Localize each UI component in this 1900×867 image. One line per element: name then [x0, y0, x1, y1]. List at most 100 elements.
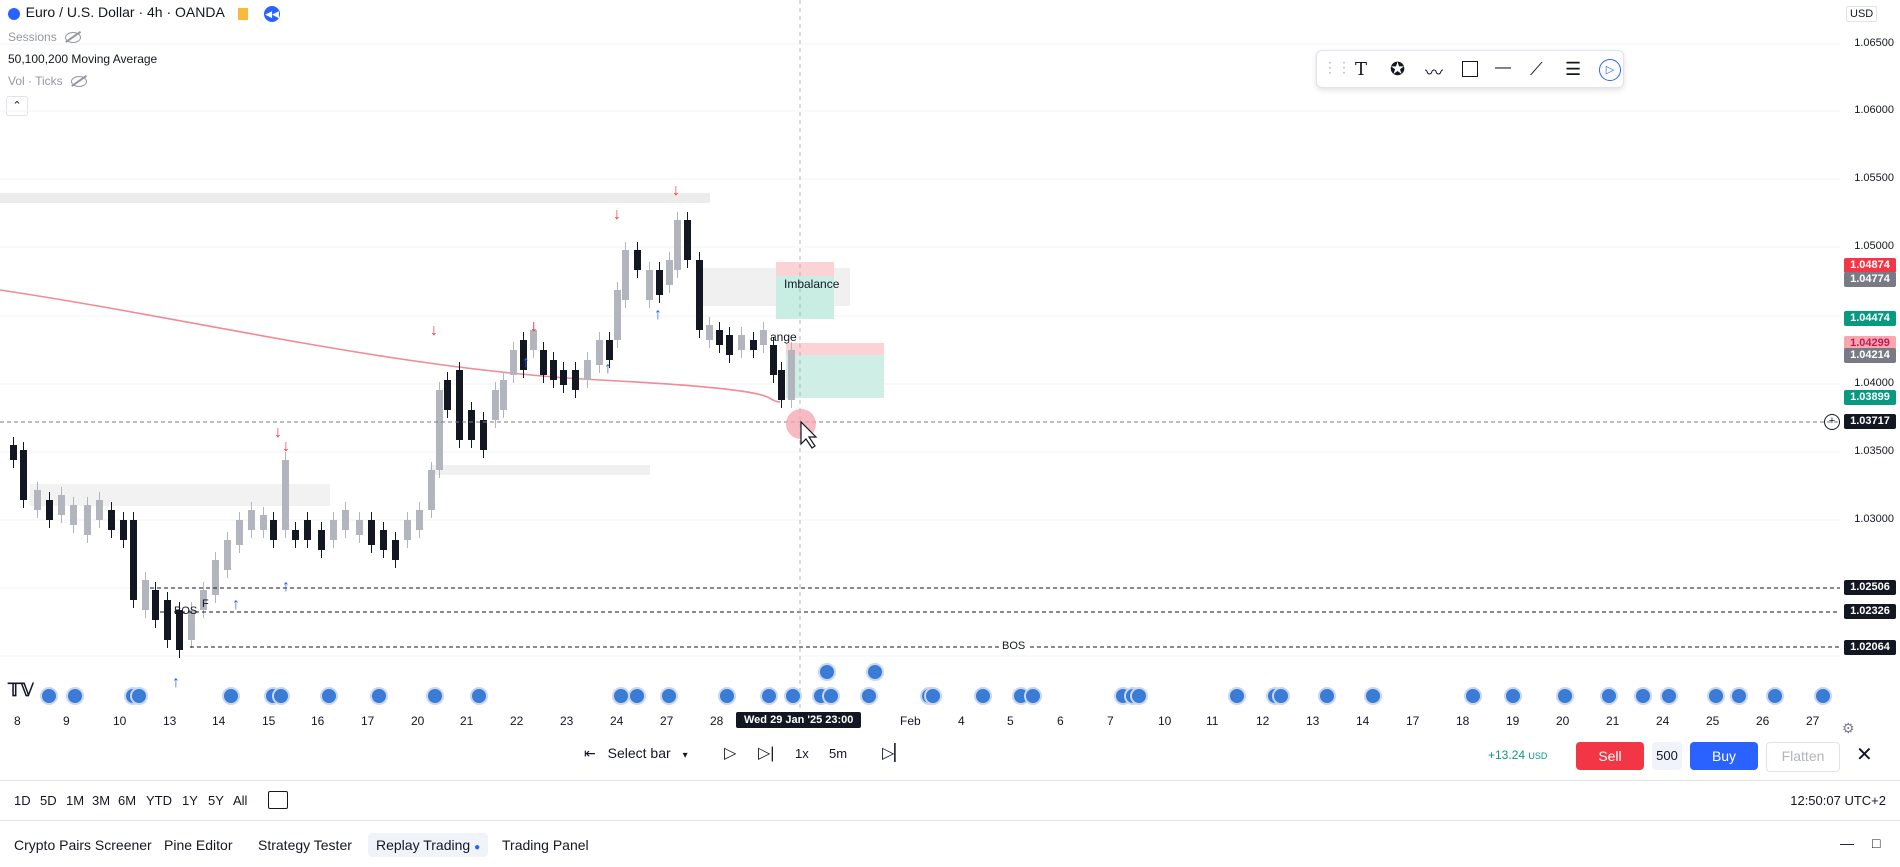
range-all[interactable]: All — [233, 793, 248, 808]
play-icon[interactable]: ▷ — [724, 745, 737, 762]
event-flag-icon[interactable] — [320, 687, 338, 705]
buy-button[interactable]: Buy — [1690, 742, 1758, 770]
range-ytd[interactable]: YTD — [146, 793, 172, 808]
maximize-icon[interactable]: □ — [1872, 835, 1881, 851]
quantity-input[interactable]: 500 — [1652, 742, 1682, 770]
event-flag-icon[interactable] — [130, 687, 148, 705]
currency-selector[interactable]: USD — [1846, 6, 1878, 22]
time-tick: 14 — [1356, 714, 1370, 728]
event-flag-icon[interactable] — [1024, 687, 1042, 705]
event-flag-icon[interactable] — [1707, 687, 1725, 705]
range-1m[interactable]: 1M — [66, 793, 85, 808]
path-icon[interactable]: 〰 — [1425, 63, 1443, 83]
step-forward-icon[interactable]: ▷| — [758, 745, 775, 762]
event-flag-icon[interactable] — [272, 687, 290, 705]
tab-replay-trading-label: Replay Trading — [376, 837, 471, 853]
cursor-icon[interactable]: ▷ — [1599, 59, 1621, 81]
settings-gear-icon[interactable]: ⚙ — [1842, 720, 1855, 736]
minimize-icon[interactable]: — — [1840, 835, 1854, 851]
time-tick: 26 — [1756, 714, 1770, 728]
event-flag-icon[interactable] — [1464, 687, 1482, 705]
price-chart[interactable] — [0, 0, 1840, 710]
jump-to-realtime-icon[interactable]: ▷▏ — [882, 745, 907, 762]
price-tick: 1.04000 — [1854, 377, 1894, 389]
event-flag-icon[interactable] — [860, 687, 878, 705]
close-icon[interactable]: ✕ — [1856, 744, 1873, 766]
drag-handle-icon[interactable]: ⋮⋮ — [1323, 59, 1351, 75]
flatten-button[interactable]: Flatten — [1766, 742, 1840, 772]
event-flag-icon[interactable] — [924, 687, 942, 705]
hidden-eye-icon[interactable] — [70, 76, 87, 88]
horizontal-line-icon[interactable]: — — [1495, 59, 1511, 76]
symbol-legend[interactable]: Euro / U.S. Dollar · 4h · OANDA ◀◀ — [8, 4, 281, 22]
event-flag-icon[interactable] — [1318, 687, 1336, 705]
interval-button[interactable]: 5m — [829, 746, 848, 761]
event-flag-icon[interactable] — [1130, 687, 1148, 705]
event-flag-icon[interactable] — [1766, 687, 1784, 705]
moving-average-indicator[interactable]: 50,100,200 Moving Average — [8, 52, 157, 66]
volume-indicator[interactable]: Vol · Ticks — [8, 74, 87, 88]
event-flag-icon[interactable] — [784, 687, 802, 705]
sessions-indicator[interactable]: Sessions — [8, 30, 81, 44]
replay-badge-icon[interactable]: ◀◀ — [264, 5, 281, 22]
replay-toolbar: ⇤ Select bar ▾ ▷ ▷| 1x 5m ▷▏ +13.24 USD … — [0, 738, 1900, 774]
range-5y[interactable]: 5Y — [208, 793, 224, 808]
range-1d[interactable]: 1D — [14, 793, 31, 808]
event-flag-icon[interactable] — [718, 687, 736, 705]
event-flag-icon[interactable] — [222, 687, 240, 705]
event-flag-icon[interactable] — [66, 687, 84, 705]
speed-button[interactable]: 1x — [795, 746, 809, 761]
time-tick: 28 — [710, 714, 724, 728]
event-flag-icon[interactable] — [818, 663, 836, 681]
range-1y[interactable]: 1Y — [182, 793, 198, 808]
select-bar-button[interactable]: ⇤ Select bar ▾ — [584, 745, 688, 762]
tab-strategy-tester[interactable]: Strategy Tester — [258, 837, 352, 853]
range-6m[interactable]: 6M — [118, 793, 137, 808]
event-flag-icon[interactable] — [470, 687, 488, 705]
event-flag-icon[interactable] — [1634, 687, 1652, 705]
tab-crypto-pairs-screener[interactable]: Crypto Pairs Screener — [14, 837, 152, 853]
clock[interactable]: 12:50:07 UTC+2 — [1790, 793, 1886, 808]
time-tick: 11 — [1206, 714, 1219, 728]
tab-trading-panel[interactable]: Trading Panel — [502, 837, 589, 853]
event-flag-icon[interactable] — [628, 687, 646, 705]
event-flag-icon[interactable] — [822, 687, 840, 705]
event-flag-icon[interactable] — [974, 687, 992, 705]
emoji-icon[interactable]: ✪ — [1390, 59, 1406, 79]
tradingview-logo[interactable]: 𝕋𝕍 — [8, 680, 34, 700]
event-flag-icon[interactable] — [426, 687, 444, 705]
tab-pine-editor[interactable]: Pine Editor — [164, 837, 233, 853]
event-flag-icon[interactable] — [1600, 687, 1618, 705]
event-flag-icon[interactable] — [1814, 687, 1832, 705]
event-flag-icon[interactable] — [866, 663, 884, 681]
sell-button[interactable]: Sell — [1576, 742, 1644, 770]
calendar-icon[interactable] — [268, 791, 288, 809]
event-flag-icon[interactable] — [1660, 687, 1678, 705]
pnl-amount: +13.24 — [1488, 748, 1526, 762]
price-axis[interactable]: USD 1.06500 1.06000 1.05500 1.05000 1.04… — [1840, 0, 1900, 736]
hidden-eye-icon[interactable] — [64, 32, 81, 44]
trend-line-icon[interactable]: ⟋ — [1530, 59, 1543, 79]
rectangle-icon[interactable] — [1460, 59, 1480, 79]
collapse-legend-button[interactable]: ⌃ — [6, 96, 28, 116]
event-flag-icon[interactable] — [370, 687, 388, 705]
symbol-title[interactable]: Euro / U.S. Dollar · 4h · OANDA — [25, 4, 225, 20]
event-flag-icon[interactable] — [1556, 687, 1574, 705]
fib-icon[interactable]: ☰ — [1565, 59, 1582, 79]
range-3m[interactable]: 3M — [92, 793, 111, 808]
add-alert-plus-icon[interactable]: + — [1824, 414, 1840, 430]
text-icon[interactable]: T — [1355, 59, 1368, 80]
tab-replay-trading[interactable]: Replay Trading ● — [368, 833, 489, 857]
range-5d[interactable]: 5D — [40, 793, 57, 808]
down-arrow-icon: ↓ — [430, 322, 438, 339]
event-flag-icon[interactable] — [1364, 687, 1382, 705]
event-flag-icon[interactable] — [1228, 687, 1246, 705]
time-tick: 8 — [14, 714, 21, 728]
event-flag-icon[interactable] — [760, 687, 778, 705]
event-flag-icon[interactable] — [1272, 687, 1290, 705]
event-flag-icon[interactable] — [1730, 687, 1748, 705]
price-tick: 1.05000 — [1854, 240, 1894, 252]
event-flag-icon[interactable] — [660, 687, 678, 705]
event-flag-icon[interactable] — [1504, 687, 1522, 705]
event-flag-icon[interactable] — [40, 687, 58, 705]
